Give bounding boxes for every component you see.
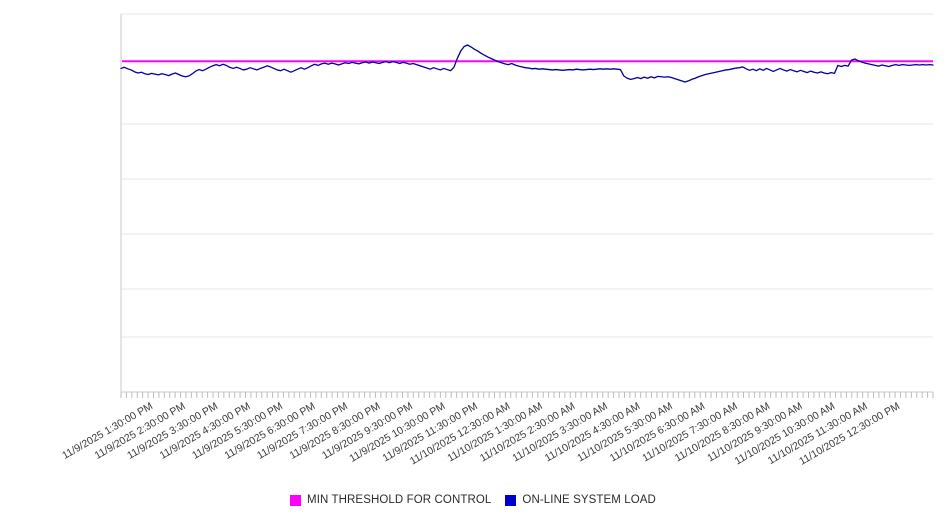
legend-swatch-icon bbox=[290, 494, 302, 506]
legend-label: MIN THRESHOLD FOR CONTROL bbox=[307, 494, 492, 506]
legend-label: ON-LINE SYSTEM LOAD bbox=[522, 494, 656, 506]
legend-item[interactable]: ON-LINE SYSTEM LOAD bbox=[505, 494, 656, 506]
x-axis-minor-ticks bbox=[120, 392, 934, 398]
legend-swatch-icon bbox=[505, 494, 517, 506]
legend-item[interactable]: MIN THRESHOLD FOR CONTROL bbox=[290, 494, 491, 506]
chart-legend: MIN THRESHOLD FOR CONTROL ON-LINE SYSTEM … bbox=[0, 494, 946, 506]
series-on-line-system-load bbox=[120, 44, 934, 83]
